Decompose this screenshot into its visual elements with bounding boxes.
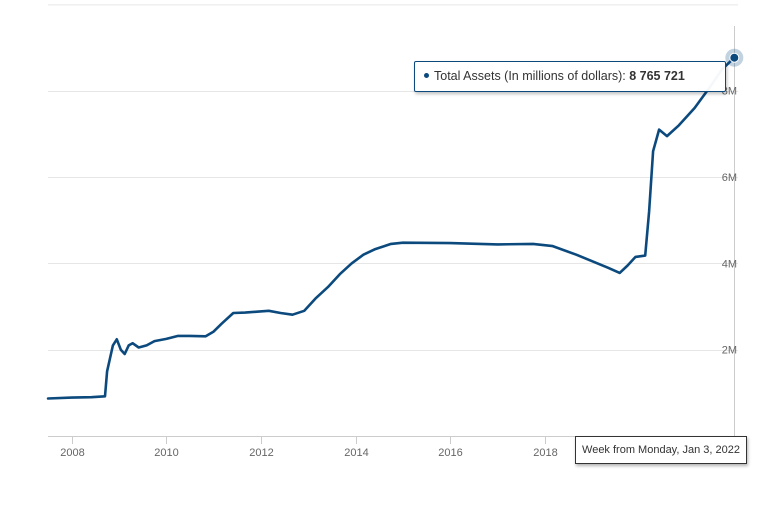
x-tick-label: 2014 [344,447,368,459]
y-tick-label: 4M [722,258,737,270]
x-tick-label: 2012 [249,447,273,459]
x-tick-label: 2018 [533,447,557,459]
crosshair-date-label: Week from Monday, Jan 3, 2022 [575,436,747,464]
series-layer [46,56,736,400]
y-tick-label: 6M [722,172,737,184]
highlight-point[interactable] [729,52,740,63]
tooltip-series-label: Total Assets (In millions of dollars): [434,69,630,83]
tooltip-value: 8 765 721 [629,69,685,83]
marker-layer[interactable] [725,48,744,67]
y-tick-label: 2M [722,345,737,357]
x-tick-label: 2010 [154,447,178,459]
series-dot-icon [424,73,429,79]
x-tick-label: 2008 [60,447,84,459]
x-axis: 2008 2010 2012 2014 2016 2018 [60,26,735,459]
x-tick-label: 2016 [438,447,462,459]
series-tooltip: Total Assets (In millions of dollars): 8… [414,61,726,92]
series-line [46,56,736,400]
